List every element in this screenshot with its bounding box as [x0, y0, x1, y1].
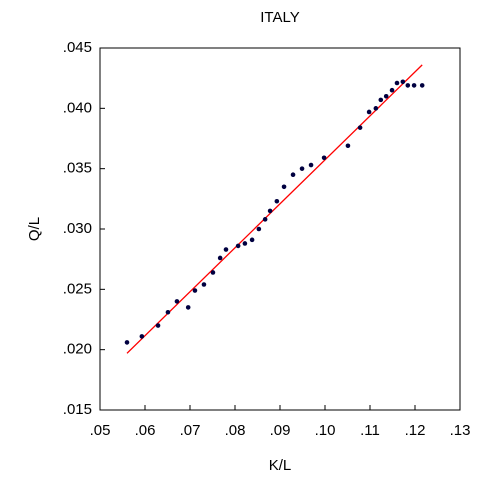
y-tick-label: .025 — [63, 280, 92, 297]
x-tick-label: .08 — [225, 422, 246, 439]
point — [249, 237, 255, 243]
point — [290, 172, 296, 177]
point — [383, 93, 389, 99]
x-tick-label: .06 — [135, 422, 156, 439]
point — [274, 198, 280, 204]
y-axis-label: Q/L — [26, 217, 43, 241]
point — [124, 340, 130, 345]
point — [345, 143, 351, 149]
point — [394, 80, 400, 86]
point — [174, 299, 180, 304]
point — [281, 184, 287, 190]
point — [192, 288, 198, 293]
x-tick-label: .09 — [270, 422, 291, 439]
chart-title: ITALY — [260, 9, 299, 26]
y-tick-label: .040 — [63, 99, 92, 116]
point — [256, 226, 262, 232]
point — [321, 155, 327, 161]
x-tick-label: .13 — [450, 422, 471, 439]
point — [308, 162, 314, 168]
point — [267, 208, 273, 214]
point — [366, 109, 372, 115]
plot-frame — [99, 47, 461, 411]
point — [389, 87, 395, 93]
point — [373, 106, 379, 111]
point — [223, 247, 229, 252]
point — [165, 309, 171, 315]
fit-line — [126, 64, 423, 354]
point — [217, 255, 223, 261]
point — [242, 241, 248, 246]
point — [155, 323, 161, 328]
point — [210, 270, 216, 275]
y-tick-label: .045 — [63, 39, 92, 56]
x-tick-label: .11 — [360, 422, 380, 439]
x-tick-label: .10 — [315, 422, 336, 439]
x-tick-label: .07 — [180, 422, 201, 439]
point — [419, 83, 425, 88]
y-tick-label: .035 — [63, 160, 92, 177]
y-tick-label: .030 — [63, 220, 92, 237]
x-tick-label: .12 — [405, 422, 426, 439]
point — [405, 83, 411, 88]
point — [185, 305, 191, 310]
point — [139, 334, 145, 339]
x-tick-label: .05 — [90, 422, 111, 439]
point — [262, 217, 268, 222]
point — [299, 166, 305, 171]
point — [400, 79, 406, 85]
point — [411, 83, 417, 88]
point — [357, 125, 363, 130]
x-axis-label: K/L — [269, 457, 292, 474]
point — [378, 97, 384, 103]
y-tick-label: .020 — [63, 341, 92, 358]
point — [235, 243, 241, 249]
y-tick-label: .015 — [63, 401, 92, 418]
point — [201, 282, 207, 287]
